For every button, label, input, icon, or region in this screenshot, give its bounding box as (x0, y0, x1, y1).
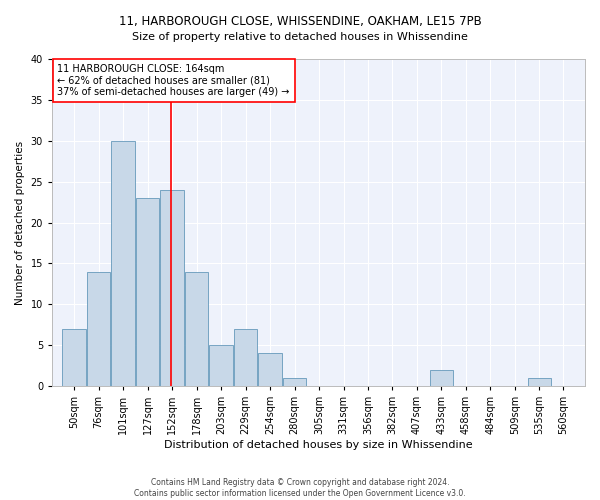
Bar (185, 272, 208, 386)
Bar (528, 378, 551, 386)
Bar (136, 198, 159, 386)
Text: Size of property relative to detached houses in Whissendine: Size of property relative to detached ho… (132, 32, 468, 42)
Bar (258, 354, 282, 386)
Bar (62, 329, 86, 386)
Bar (234, 329, 257, 386)
Bar (87, 272, 110, 386)
X-axis label: Distribution of detached houses by size in Whissendine: Distribution of detached houses by size … (164, 440, 473, 450)
Bar (160, 190, 184, 386)
Text: 11, HARBOROUGH CLOSE, WHISSENDINE, OAKHAM, LE15 7PB: 11, HARBOROUGH CLOSE, WHISSENDINE, OAKHA… (119, 15, 481, 28)
Text: 11 HARBOROUGH CLOSE: 164sqm
← 62% of detached houses are smaller (81)
37% of sem: 11 HARBOROUGH CLOSE: 164sqm ← 62% of det… (58, 64, 290, 97)
Bar (283, 378, 306, 386)
Y-axis label: Number of detached properties: Number of detached properties (15, 140, 25, 304)
Text: Contains HM Land Registry data © Crown copyright and database right 2024.
Contai: Contains HM Land Registry data © Crown c… (134, 478, 466, 498)
Bar (209, 345, 233, 386)
Bar (430, 370, 453, 386)
Bar (111, 141, 135, 386)
